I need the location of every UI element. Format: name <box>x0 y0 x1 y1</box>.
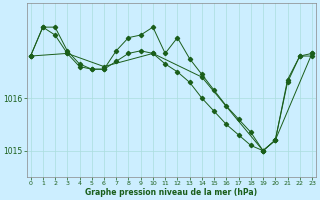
X-axis label: Graphe pression niveau de la mer (hPa): Graphe pression niveau de la mer (hPa) <box>85 188 257 197</box>
